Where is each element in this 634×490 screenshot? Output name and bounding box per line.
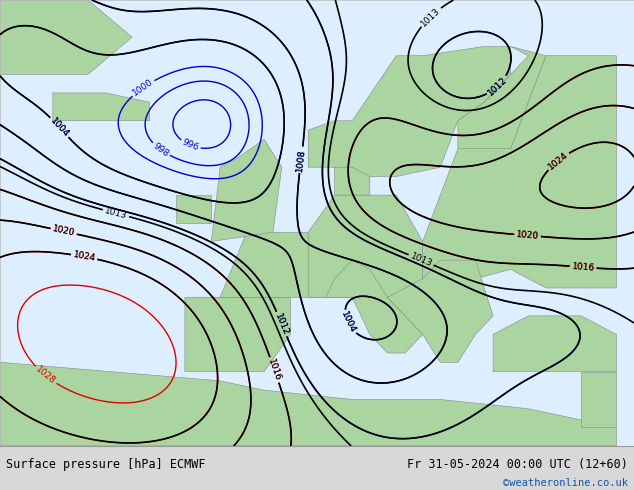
Text: 1024: 1024 [72,250,96,263]
Text: 1020: 1020 [516,230,540,241]
Text: 1016: 1016 [266,358,283,382]
Text: 1013: 1013 [409,251,434,269]
Polygon shape [326,260,423,353]
Polygon shape [581,371,616,427]
Text: 1012: 1012 [486,75,509,97]
Polygon shape [0,0,132,74]
Polygon shape [185,297,290,371]
Text: 1016: 1016 [571,262,595,272]
Polygon shape [0,362,616,446]
Text: 1016: 1016 [266,358,283,382]
Text: 1013: 1013 [104,206,128,220]
Text: 1008: 1008 [295,148,307,172]
Text: 1004: 1004 [339,310,357,335]
Polygon shape [308,47,511,176]
Polygon shape [211,139,281,242]
Text: 1020: 1020 [51,224,76,238]
Text: 1013: 1013 [419,5,442,28]
Polygon shape [176,195,211,223]
Text: 1024: 1024 [547,150,570,172]
Text: 998: 998 [152,141,171,158]
Text: 1028: 1028 [34,365,57,386]
Polygon shape [220,232,335,297]
Text: 1004: 1004 [48,116,70,139]
Text: 1020: 1020 [51,224,76,238]
Text: 996: 996 [181,138,200,153]
Text: ©weatheronline.co.uk: ©weatheronline.co.uk [503,478,628,488]
Text: 1004: 1004 [48,116,70,139]
Text: Surface pressure [hPa] ECMWF: Surface pressure [hPa] ECMWF [6,458,206,471]
Text: 1012: 1012 [273,312,290,336]
Polygon shape [335,167,370,195]
Polygon shape [387,260,493,362]
Text: 1012: 1012 [273,312,290,336]
Text: Fr 31-05-2024 00:00 UTC (12+60): Fr 31-05-2024 00:00 UTC (12+60) [407,458,628,471]
Polygon shape [493,316,616,371]
Text: 1004: 1004 [339,310,357,335]
Text: 1016: 1016 [571,262,595,272]
Text: 1024: 1024 [72,250,96,263]
Text: 1012: 1012 [486,75,509,97]
Polygon shape [308,195,423,297]
Polygon shape [423,56,616,288]
Text: 1008: 1008 [295,148,307,172]
Polygon shape [458,47,546,167]
Polygon shape [53,93,150,121]
Text: 1024: 1024 [547,150,570,172]
Text: 1000: 1000 [131,77,155,98]
Text: 1020: 1020 [516,230,540,241]
